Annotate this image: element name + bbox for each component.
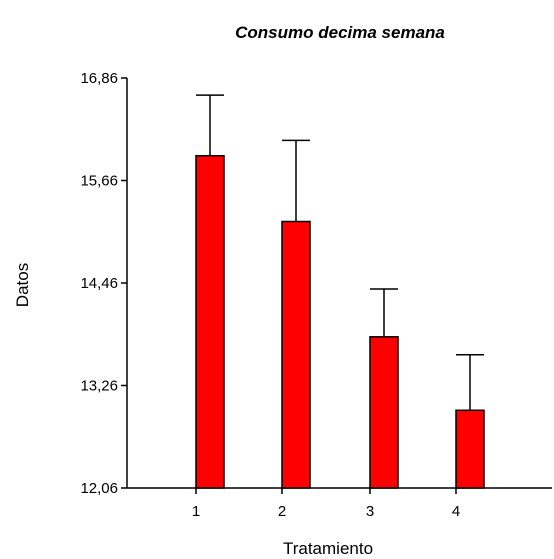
plot-area: 12,06 13,26 14,46 15,66 16,86 1 2 3 4: [80, 70, 552, 520]
chart-title: Consumo decima semana: [235, 23, 445, 42]
x-tick-label: 2: [278, 503, 286, 520]
x-tick-label: 3: [366, 503, 374, 520]
bar: [369, 336, 399, 489]
y-tick-label: 12,06: [80, 480, 118, 497]
y-axis-label: Datos: [13, 263, 32, 307]
y-tick-label: 14,46: [80, 275, 118, 292]
x-tick-label: 4: [452, 503, 460, 520]
bar: [455, 409, 485, 489]
bar: [281, 220, 311, 489]
y-tick-label: 13,26: [80, 378, 118, 395]
y-tick-label: 16,86: [80, 70, 118, 87]
y-tick-label: 15,66: [80, 173, 118, 190]
bar: [195, 154, 225, 489]
x-tick-label: 1: [192, 503, 200, 520]
x-axis-label: Tratamiento: [283, 539, 373, 558]
